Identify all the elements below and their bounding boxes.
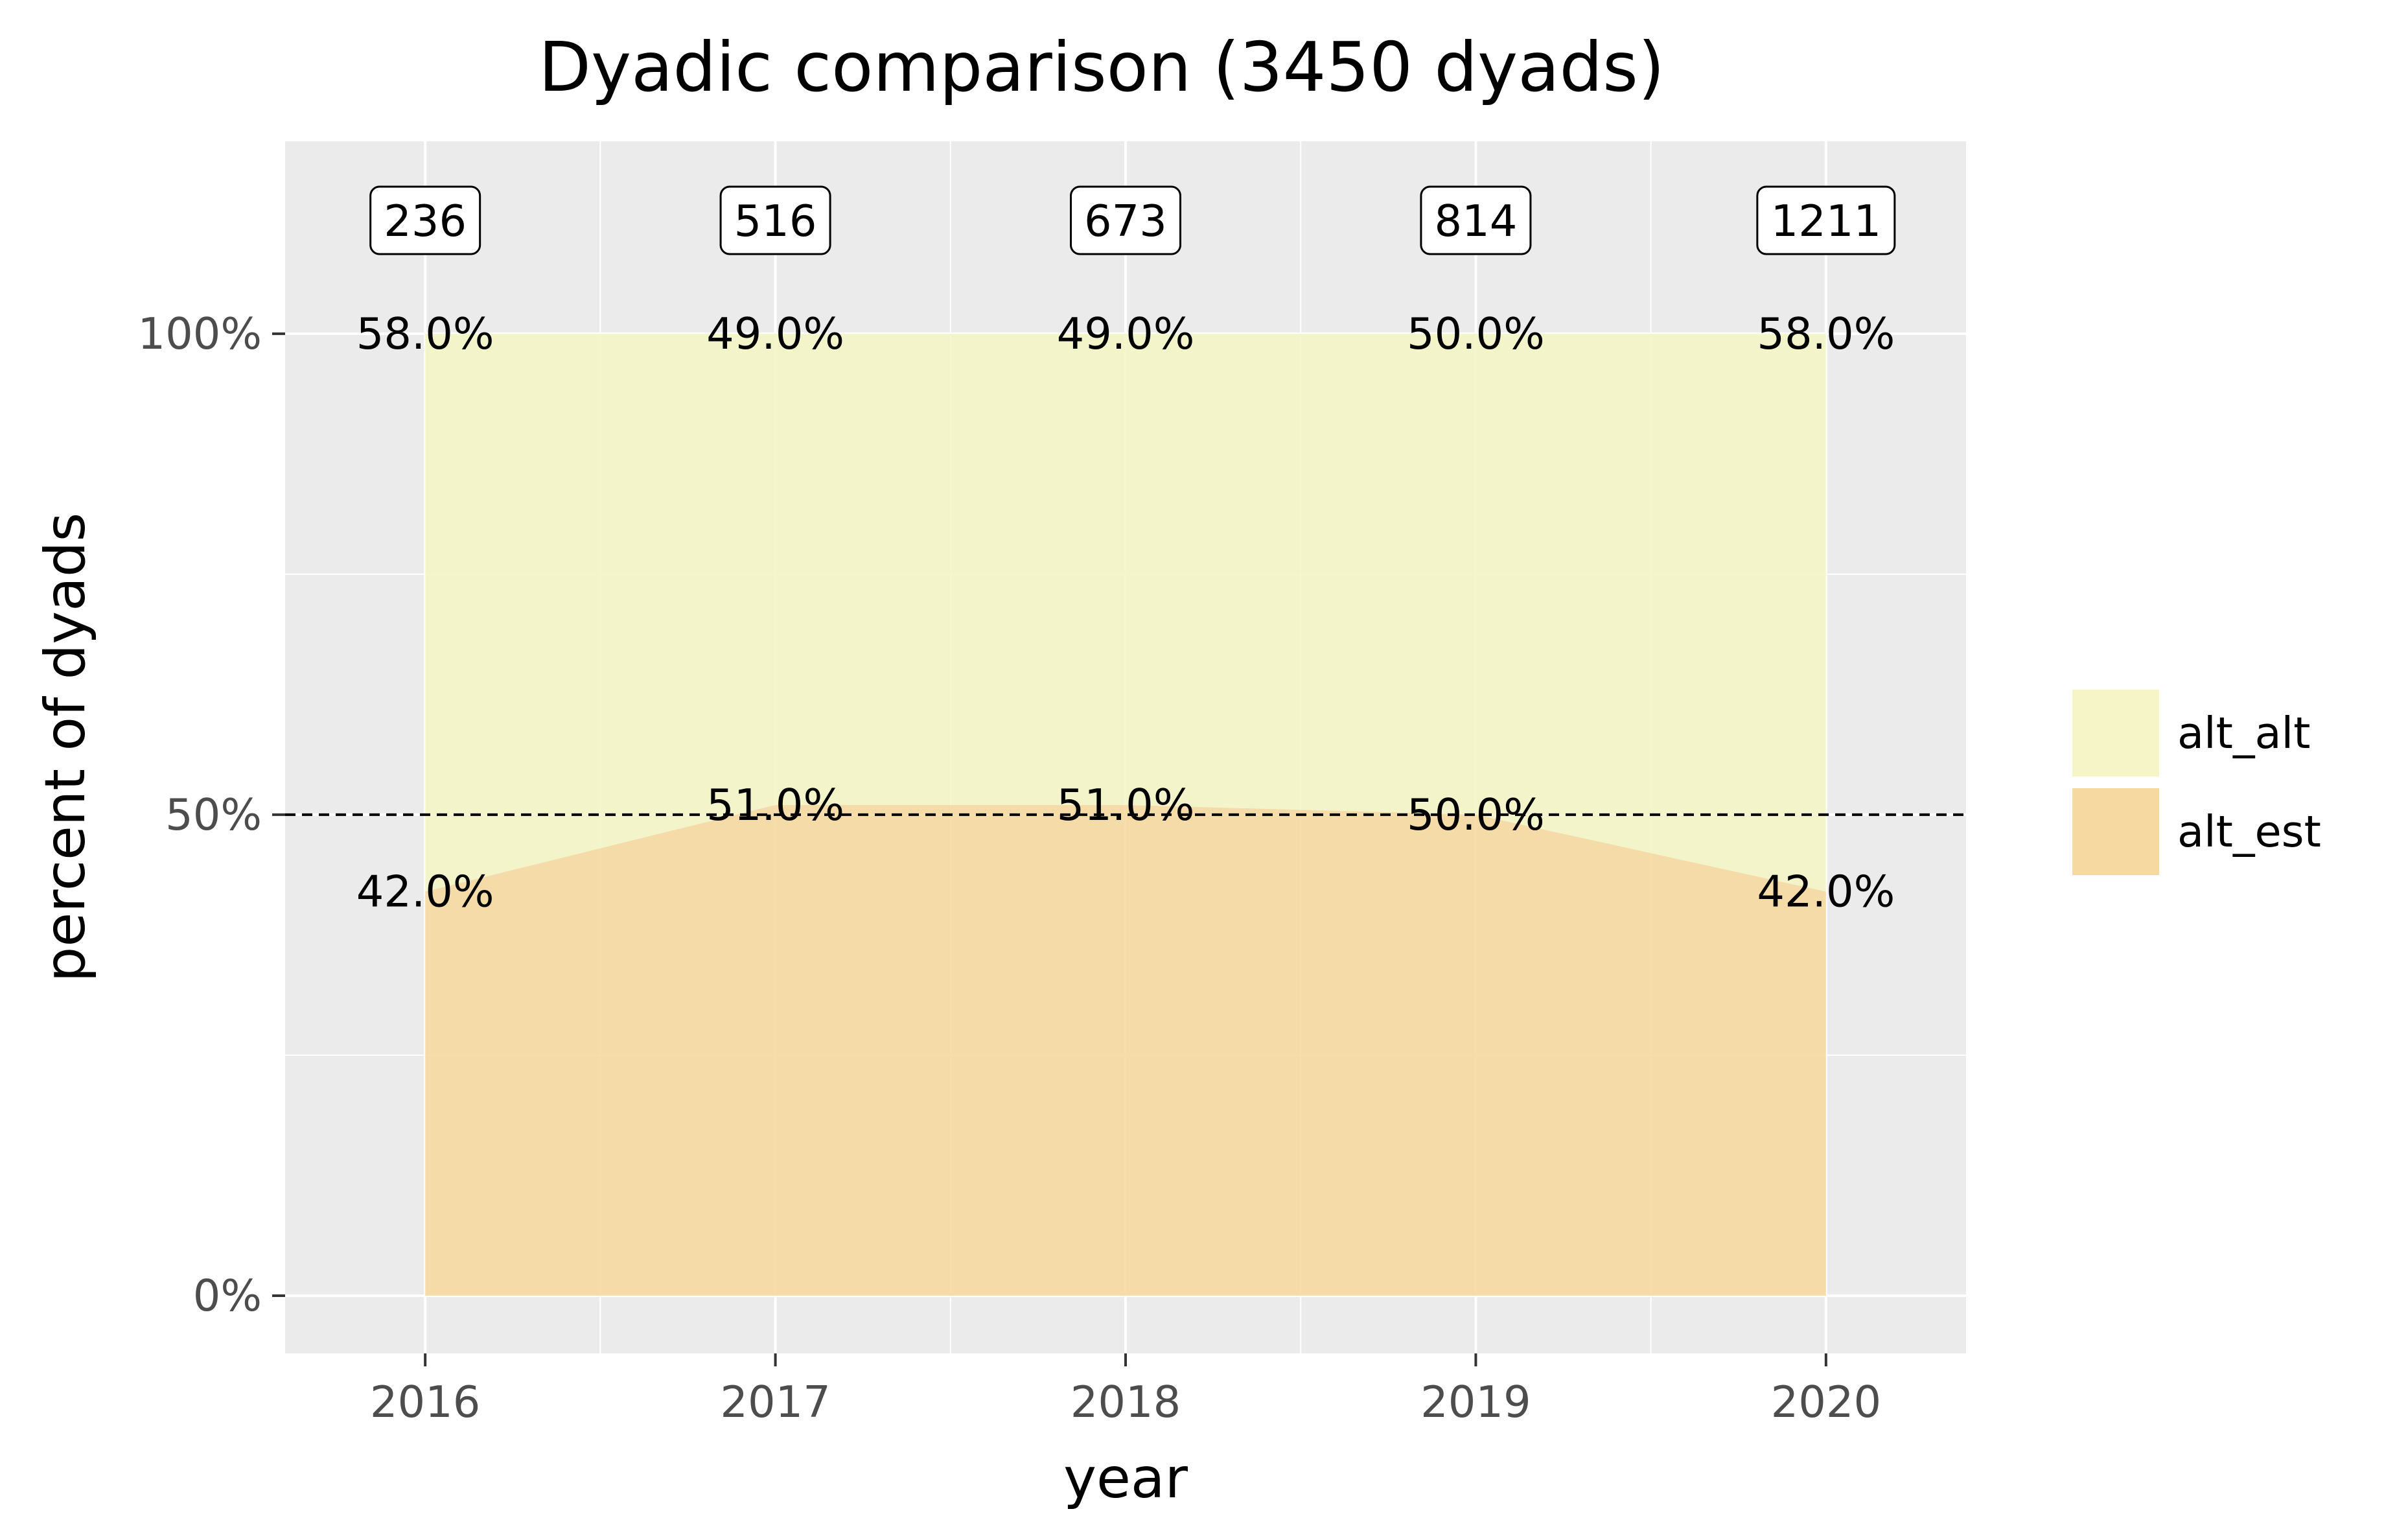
x-axis: 2016 2017 2018 2019 2020	[370, 1353, 1881, 1427]
data-labels: 58.0% 42.0% 49.0% 51.0% 49.0% 51.0% 50.0% 50.0%…	[356, 309, 1895, 917]
data-label-alt_est: 51.0%	[1057, 780, 1195, 830]
legend-label-alt_est: alt_est	[2177, 806, 2321, 857]
count-box	[1756, 185, 1896, 255]
y-tick-label: 100%	[137, 309, 262, 359]
data-label-alt_alt: 49.0%	[1057, 309, 1195, 359]
count-box	[1070, 185, 1181, 255]
data-label-alt_est: 42.0%	[1757, 867, 1895, 917]
legend-key-alt_est	[2072, 788, 2159, 875]
y-tick-label: 50%	[165, 789, 262, 840]
x-tick-label: 2018	[1071, 1377, 1181, 1427]
x-tick-label: 2016	[370, 1377, 481, 1427]
chart-title: Dyadic comparison (3450 dyads)	[538, 28, 1665, 107]
count-label: 516	[734, 196, 817, 246]
legend: alt_alt alt_est	[2072, 690, 2321, 875]
x-axis-title: year	[1063, 1446, 1188, 1511]
x-tick-label: 2017	[720, 1377, 831, 1427]
count-label: 1211	[1771, 196, 1882, 246]
legend-label-alt_alt: alt_alt	[2177, 708, 2310, 758]
count-label: 236	[384, 196, 467, 246]
stacked-areas	[425, 333, 1826, 1296]
data-label-alt_est: 51.0%	[706, 780, 844, 830]
count-label: 814	[1434, 196, 1517, 246]
data-label-alt_est: 42.0%	[356, 867, 494, 917]
y-axis: 0% 50% 100%	[137, 309, 285, 1321]
count-labels: 236 516 673 814 1211	[369, 185, 1896, 255]
count-box	[1420, 185, 1532, 255]
y-axis-title: percent of dyads	[33, 513, 98, 983]
y-tick-label: 0%	[193, 1270, 262, 1321]
data-label-alt_alt: 58.0%	[1757, 309, 1895, 359]
count-box	[369, 185, 481, 255]
area-alt_est	[425, 805, 1826, 1296]
data-label-alt_alt: 49.0%	[706, 309, 844, 359]
x-tick-label: 2019	[1420, 1377, 1531, 1427]
legend-key-alt_alt	[2072, 690, 2159, 777]
data-label-alt_alt: 50.0%	[1407, 309, 1545, 359]
count-box	[719, 185, 831, 255]
area-alt_alt	[425, 333, 1826, 892]
count-label: 673	[1084, 196, 1167, 246]
data-label-alt_alt: 58.0%	[356, 309, 494, 359]
data-label-alt_est: 50.0%	[1407, 789, 1545, 840]
x-tick-label: 2020	[1771, 1377, 1882, 1427]
